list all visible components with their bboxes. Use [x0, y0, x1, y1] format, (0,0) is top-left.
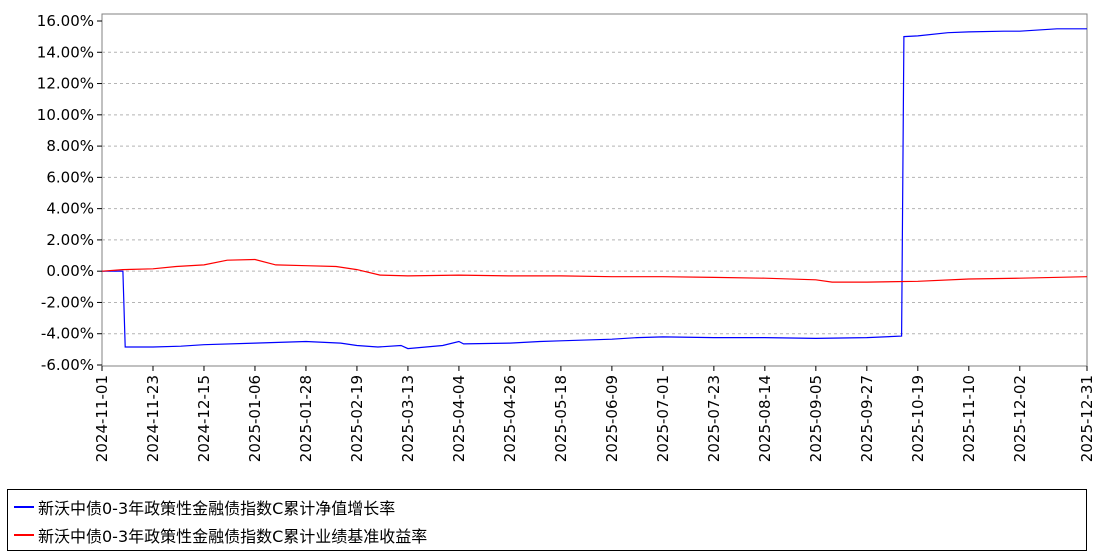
legend-label: 新沃中债0-3年政策性金融债指数C累计业绩基准收益率 [38, 527, 428, 546]
y-tick-label: 12.00% [37, 75, 94, 93]
x-tick-label: 2025-03-13 [399, 375, 417, 462]
x-axis: 2024-11-01 2024-11-23 2024-12-15 2025-01-06… [93, 366, 1095, 462]
legend: 新沃中债0-3年政策性金融债指数C累计净值增长率 新沃中债0-3年政策性金融债指… [7, 489, 1087, 551]
x-tick-label: 2025-05-18 [552, 375, 570, 462]
legend-item-nav-growth: 新沃中债0-3年政策性金融债指数C累计净值增长率 [14, 496, 395, 518]
legend-swatch-blue [14, 506, 34, 508]
x-tick-label: 2025-04-04 [450, 375, 468, 462]
x-tick-label: 2025-01-28 [297, 375, 315, 462]
grid-lines [102, 51, 1087, 335]
x-tick-label: 2025-08-14 [756, 375, 774, 462]
legend-swatch-red [14, 534, 34, 536]
series-lines [101, 28, 1088, 350]
y-axis: 16.00% 14.00% 12.00% 10.00% 8.00% 6.00% 4.00% 2… [37, 12, 102, 374]
y-tick-label: 8.00% [46, 137, 94, 155]
x-tick-label: 2025-01-06 [246, 375, 264, 462]
y-tick-label: 4.00% [46, 200, 94, 218]
series-benchmark-line [101, 258, 1088, 283]
y-tick-label: 6.00% [46, 168, 94, 186]
y-tick-label: 16.00% [37, 12, 94, 30]
x-tick-label: 2025-06-09 [603, 375, 621, 462]
x-tick-label: 2025-07-23 [705, 375, 723, 462]
y-tick-label: 10.00% [37, 106, 94, 124]
x-tick-label: 2024-11-23 [144, 375, 162, 462]
x-tick-label: 2025-10-19 [909, 375, 927, 462]
y-tick-label: 0.00% [46, 262, 94, 280]
x-tick-label: 2025-12-02 [1011, 375, 1029, 462]
x-tick-label: 2025-12-31 [1078, 375, 1095, 462]
x-tick-label: 2024-12-15 [195, 375, 213, 462]
y-tick-label: -4.00% [41, 325, 94, 343]
x-tick-label: 2025-11-10 [960, 375, 978, 462]
y-tick-label: 2.00% [46, 231, 94, 249]
line-chart: 16.00% 14.00% 12.00% 10.00% 8.00% 6.00% 4.00% 2… [37, 12, 1095, 462]
x-tick-label: 2025-02-19 [348, 375, 366, 462]
y-tick-label: -2.00% [41, 293, 94, 311]
y-tick-label: 14.00% [37, 43, 94, 61]
plot-area [101, 13, 1088, 367]
x-tick-label: 2025-07-01 [654, 375, 672, 462]
x-tick-label: 2025-04-26 [501, 375, 519, 462]
series-nav-growth-line [102, 28, 1087, 350]
y-tick-label: -6.00% [41, 356, 94, 374]
x-tick-label: 2025-09-27 [858, 375, 876, 462]
legend-item-benchmark: 新沃中债0-3年政策性金融债指数C累计业绩基准收益率 [14, 524, 427, 546]
legend-label: 新沃中债0-3年政策性金融债指数C累计净值增长率 [38, 499, 396, 518]
x-tick-label: 2025-09-05 [807, 375, 825, 462]
x-tick-label: 2024-11-01 [93, 375, 111, 462]
